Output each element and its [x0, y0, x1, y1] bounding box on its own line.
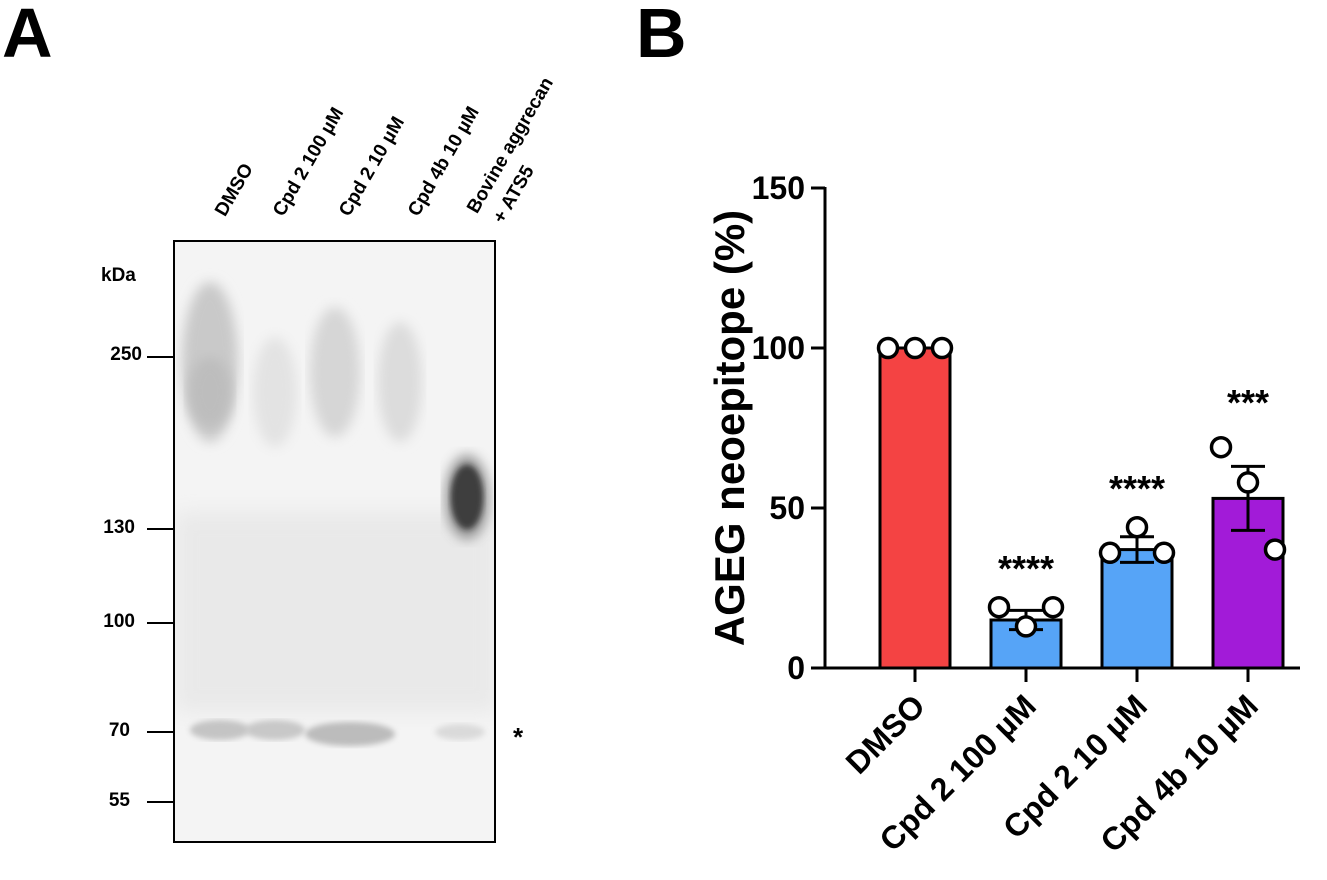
- bars: [878, 346, 1285, 670]
- lane-label-cpd2-10: Cpd 2 10 µM: [335, 113, 409, 220]
- data-point: [1125, 515, 1149, 539]
- y-axis-label-group: AGEG neoepitope (%): [706, 210, 753, 646]
- data-point: [1014, 615, 1038, 638]
- data-point: [1152, 541, 1176, 565]
- marker-tick-100: [147, 622, 173, 624]
- bar: [1100, 548, 1174, 670]
- y-tick-label: 50: [769, 490, 805, 526]
- panel-b-letter: B: [636, 0, 687, 72]
- marker-tick-130: [147, 528, 173, 530]
- significance-labels: ***********: [998, 382, 1269, 589]
- data-point: [930, 336, 954, 360]
- bar: [878, 346, 952, 670]
- marker-label-130: 130: [103, 517, 135, 538]
- lane-label-cpd2-100: Cpd 2 100 µM: [269, 104, 349, 220]
- y-axis-label: AGEG neoepitope (%): [706, 210, 753, 646]
- data-point: [876, 336, 900, 360]
- kda-label: kDa: [101, 265, 136, 286]
- significance-label: ****: [1109, 468, 1165, 509]
- marker-label-250: 250: [110, 344, 142, 365]
- data-point: [1098, 541, 1122, 565]
- marker-tick-55: [147, 801, 173, 803]
- marker-label-55: 55: [108, 790, 130, 811]
- data-point: [1209, 435, 1233, 459]
- data-point: [987, 595, 1011, 619]
- significance-label: ****: [998, 548, 1054, 589]
- data-point: [1041, 595, 1065, 619]
- data-point: [1236, 471, 1260, 494]
- band-asterisk-annotation: *: [513, 722, 524, 752]
- significance-label: ***: [1227, 382, 1269, 423]
- y-tick-label: 150: [752, 170, 805, 206]
- western-blot-image: [173, 240, 496, 843]
- y-tick-label: 100: [752, 330, 805, 366]
- marker-label-70: 70: [108, 720, 130, 741]
- marker-tick-70: [147, 731, 173, 733]
- lane-label-dmso: DMSO: [211, 160, 258, 220]
- marker-label-100: 100: [103, 611, 135, 632]
- y-tick-label: 0: [787, 650, 805, 686]
- western-blot-bands: [175, 242, 494, 841]
- data-point: [903, 336, 927, 360]
- x-tick-label: DMSO: [839, 687, 932, 780]
- y-ticks: 0 50 100 150: [752, 170, 825, 686]
- marker-tick-250: [147, 356, 173, 358]
- data-points: [876, 336, 1287, 638]
- data-point: [1263, 538, 1287, 561]
- panel-a-letter: A: [2, 0, 53, 72]
